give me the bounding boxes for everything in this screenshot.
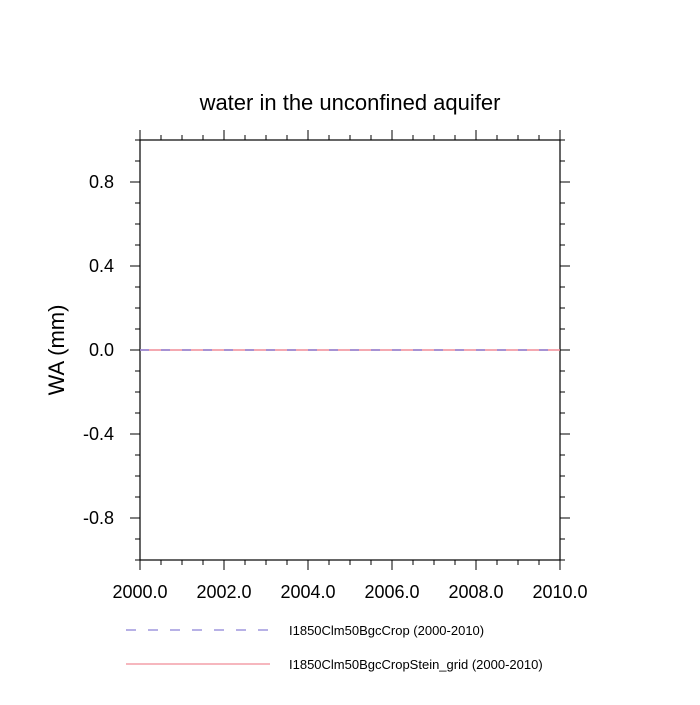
x-tick-label: 2004.0 — [280, 582, 335, 602]
legend-label-1: I1850Clm50BgcCrop (2000-2010) — [289, 623, 484, 638]
x-tick-label: 2000.0 — [112, 582, 167, 602]
legend: I1850Clm50BgcCrop (2000-2010) I1850Clm50B… — [126, 623, 543, 672]
x-tick-label: 2002.0 — [196, 582, 251, 602]
y-tick-label: -0.8 — [83, 508, 114, 528]
x-tick-label: 2010.0 — [532, 582, 587, 602]
y-axis-label: WA (mm) — [44, 305, 69, 396]
x-tick-label: 2006.0 — [364, 582, 419, 602]
y-tick-label: 0.0 — [89, 340, 114, 360]
y-tick-label: 0.8 — [89, 172, 114, 192]
chart-title: water in the unconfined aquifer — [199, 90, 501, 115]
y-tick-label: -0.4 — [83, 424, 114, 444]
legend-label-2: I1850Clm50BgcCropStein_grid (2000-2010) — [289, 657, 543, 672]
y-tick-label: 0.4 — [89, 256, 114, 276]
axes: 2000.0 2002.0 2004.0 2006.0 2008.0 2010.0 -0.8… — [83, 130, 588, 602]
x-tick-label: 2008.0 — [448, 582, 503, 602]
